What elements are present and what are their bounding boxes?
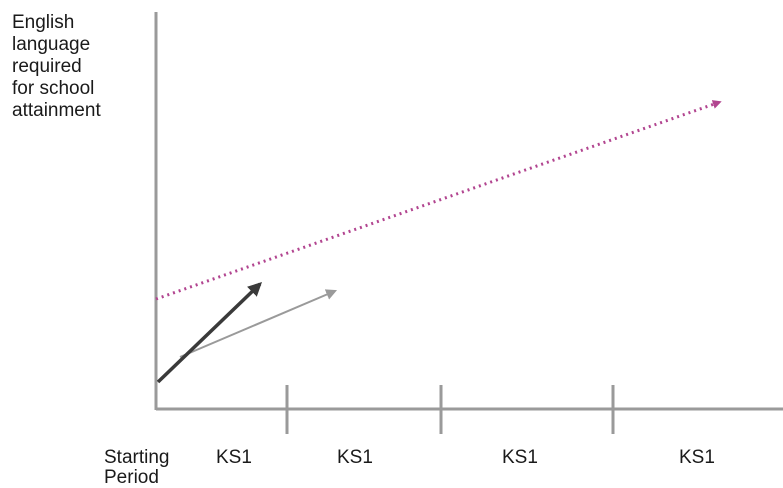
y-axis-title: English language required for school att… (12, 12, 152, 122)
y-axis-title-line: required (12, 56, 82, 77)
y-axis-title-line: English (12, 12, 75, 33)
y-axis-title-line: language (12, 34, 91, 55)
x-axis-label-starting-period: Starting Period (104, 447, 170, 488)
y-axis-title-line: for school (12, 78, 95, 99)
x-axis-label-ks1: KS1 (337, 447, 373, 468)
faster-progress-arrow (156, 282, 263, 384)
x-axis-label-ks1: KS1 (502, 447, 538, 468)
target-trajectory-dotted-arrow (155, 100, 722, 301)
x-axis-label-ks1: KS1 (216, 447, 252, 468)
slower-progress-arrow (179, 289, 338, 358)
x-axis-label-ks1: KS1 (679, 447, 715, 468)
y-axis-title-line: attainment (12, 100, 101, 121)
